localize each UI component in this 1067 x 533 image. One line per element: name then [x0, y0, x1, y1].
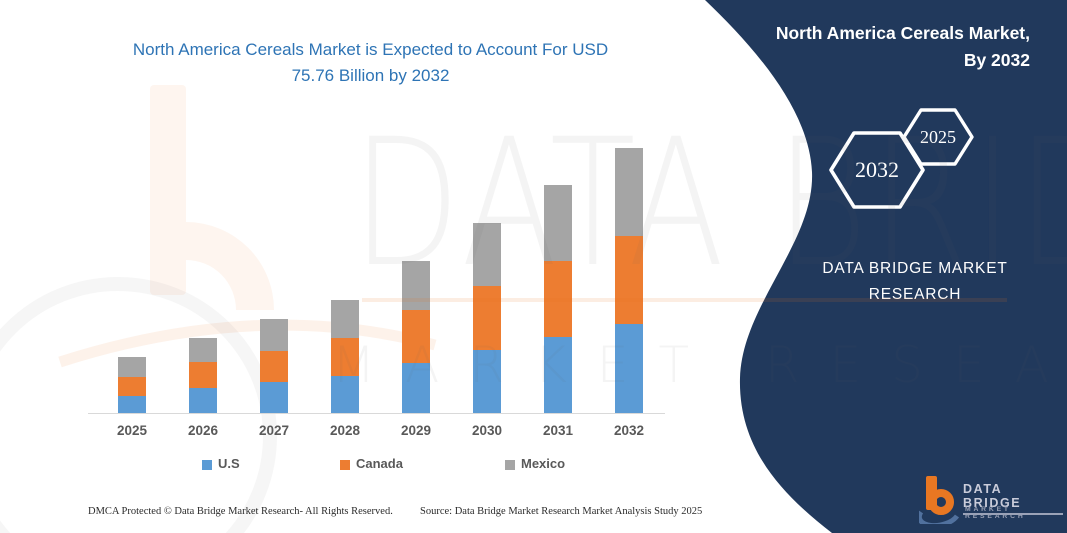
x-axis-line: [88, 412, 665, 414]
bar-segment-2029-canada: [402, 309, 430, 363]
x-label-2032: 2032: [613, 423, 645, 438]
footer-dmca-text: DMCA Protected © Data Bridge Market Rese…: [88, 506, 393, 517]
bar-segment-2028-canada: [331, 337, 359, 376]
bar-segment-2029-us: [402, 362, 430, 413]
bar-2027: [260, 318, 288, 413]
bar-segment-2029-mexico: [402, 260, 430, 310]
legend-label-us: U.S: [218, 456, 240, 471]
bar-2031: [544, 185, 572, 413]
company-logo-name: DATA BRIDGE: [963, 482, 1063, 515]
bar-segment-2027-canada: [260, 350, 288, 382]
bar-segment-2030-us: [473, 350, 501, 413]
legend-label-mexico: Mexico: [521, 456, 566, 471]
hexagon-2032: 2032: [827, 128, 927, 212]
sidebar-title-line2: By 2032: [963, 50, 1030, 71]
bar-segment-2027-us: [260, 381, 288, 413]
hexagon-2025-label: 2025: [920, 126, 956, 147]
hexagon-2025-shape: [902, 108, 974, 166]
sidebar-brand-line1: DATA BRIDGE MARKET: [822, 260, 1008, 277]
bar-2026: [189, 337, 217, 413]
bar-2032: [615, 147, 643, 413]
bar-2025: [118, 357, 146, 413]
hexagon-2025: 2025: [901, 106, 975, 168]
bar-2028: [331, 299, 359, 413]
bar-segment-2032-us: [615, 324, 643, 413]
bar-segment-2027-mexico: [260, 318, 288, 351]
bar-segment-2026-canada: [189, 362, 217, 389]
sidebar-background: [705, 0, 1067, 533]
bar-segment-2025-canada: [118, 376, 146, 396]
x-label-2031: 2031: [542, 423, 574, 438]
bar-segment-2025-us: [118, 395, 146, 413]
bar-segment-2031-mexico: [544, 185, 572, 261]
legend-swatch-mexico: [505, 460, 515, 470]
bar-segment-2030-mexico: [473, 223, 501, 286]
sidebar-title-line1: North America Cereals Market,: [775, 23, 1030, 43]
bar-segment-2028-mexico: [331, 299, 359, 338]
bar-segment-2030-canada: [473, 286, 501, 350]
x-label-2027: 2027: [258, 423, 290, 438]
sidebar-title: North America Cereals Market, By 2032: [700, 20, 1030, 74]
legend-swatch-canada: [340, 460, 350, 470]
legend-item-mexico: Mexico: [505, 456, 566, 471]
bar-segment-2028-us: [331, 375, 359, 413]
footer-source-text: Source: Data Bridge Market Research Mark…: [420, 506, 703, 517]
x-label-2030: 2030: [471, 423, 503, 438]
legend-swatch-us: [202, 460, 212, 470]
chart-title: North America Cereals Market is Expected…: [88, 37, 653, 90]
x-label-2028: 2028: [329, 423, 361, 438]
sidebar-brand-text: DATA BRIDGE MARKET RESEARCH: [790, 256, 1040, 309]
hexagon-2032-label: 2032: [855, 157, 899, 182]
chart-title-line1: North America Cereals Market is Expected…: [132, 40, 609, 59]
legend-label-canada: Canada: [356, 456, 403, 471]
bar-2029: [402, 260, 430, 413]
bar-segment-2031-canada: [544, 261, 572, 337]
bar-segment-2026-us: [189, 388, 217, 413]
hexagon-2032-shape: [829, 131, 925, 209]
company-logo-b-icon: [919, 476, 960, 524]
bar-segment-2031-us: [544, 337, 572, 413]
bar-segment-2032-mexico: [615, 147, 643, 236]
bar-segment-2026-mexico: [189, 337, 217, 363]
company-logo: DATA BRIDGE MARKET RESEARCH: [903, 468, 1063, 526]
x-label-2025: 2025: [116, 423, 148, 438]
bar-segment-2025-mexico: [118, 357, 146, 377]
bar-2030: [473, 223, 501, 413]
sidebar-brand-line2: RESEARCH: [868, 286, 962, 304]
chart-title-line2: 75.76 Billion by 2032: [291, 66, 450, 86]
bar-segment-2032-canada: [615, 235, 643, 325]
legend-item-us: U.S: [202, 456, 240, 471]
company-logo-subtitle: MARKET RESEARCH: [965, 506, 1026, 520]
x-label-2029: 2029: [400, 423, 432, 438]
legend-item-canada: Canada: [340, 456, 403, 471]
x-label-2026: 2026: [187, 423, 219, 438]
